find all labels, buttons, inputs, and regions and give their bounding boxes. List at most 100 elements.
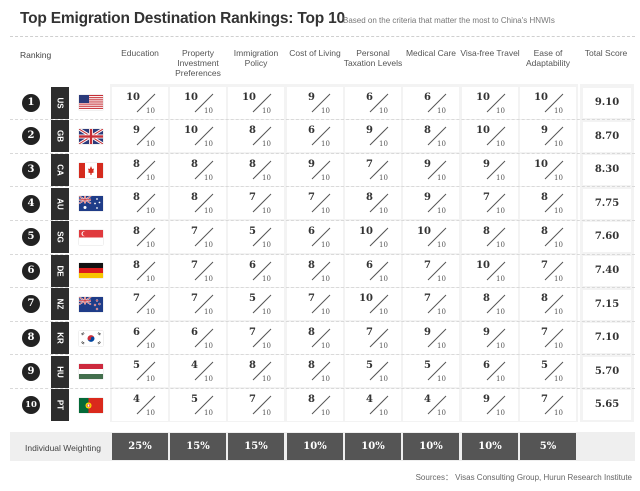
score-denominator: 10: [554, 240, 563, 249]
row-separator: [10, 387, 635, 389]
score-cell: 5 10: [228, 288, 284, 321]
score-value: 8: [541, 225, 548, 237]
score-slash: [369, 395, 389, 415]
score-cell: 8 10: [287, 321, 343, 354]
score-cell: 7 10: [403, 288, 459, 321]
score-cell: 8 10: [287, 388, 343, 421]
country-code-tab: CA: [51, 154, 69, 186]
score-value: 9: [541, 125, 548, 137]
score-value: 6: [308, 125, 315, 137]
column-header: Medical Care: [405, 48, 457, 58]
score-denominator: 10: [262, 341, 271, 350]
score-cell: 7 10: [345, 153, 401, 186]
score-slash: [311, 227, 331, 247]
score-denominator: 10: [496, 408, 505, 417]
score-denominator: 10: [321, 140, 330, 149]
score-cell: 10 10: [462, 86, 518, 119]
score-cell: 9 10: [403, 321, 459, 354]
score-denominator: 10: [379, 408, 388, 417]
score-denominator: 10: [321, 308, 330, 317]
weight-value: 10%: [345, 433, 401, 460]
country-code-tab: KR: [51, 322, 69, 354]
score-cell: 7 10: [287, 288, 343, 321]
score-slash: [486, 93, 506, 112]
score-value: 6: [133, 326, 140, 338]
score-denominator: 10: [554, 308, 563, 317]
weight-value: 10%: [287, 433, 343, 460]
score-cell: 10 10: [520, 86, 576, 119]
score-slash: [544, 193, 564, 213]
score-slash: [311, 261, 331, 280]
score-value: 6: [249, 259, 256, 271]
column-header: Ease of Adaptability: [526, 48, 570, 68]
us-flag-icon: [79, 95, 103, 111]
score-slash: [136, 361, 156, 381]
score-cell: 5 10: [403, 355, 459, 388]
score-denominator: 10: [262, 375, 271, 384]
total-score: 7.60: [583, 222, 631, 253]
score-value: 9: [483, 158, 490, 170]
score-slash: [252, 395, 272, 415]
score-denominator: 10: [496, 240, 505, 249]
score-denominator: 10: [321, 375, 330, 384]
score-slash: [252, 93, 272, 112]
score-slash: [427, 160, 447, 180]
rank-badge: 1: [22, 93, 40, 112]
score-slash: [427, 93, 447, 112]
score-cell: 8 10: [228, 355, 284, 388]
score-cell: 8 10: [345, 187, 401, 220]
score-denominator: 10: [262, 106, 271, 115]
score-denominator: 10: [321, 173, 330, 182]
rank-badge: 3: [22, 161, 40, 179]
score-value: 7: [541, 326, 548, 338]
score-value: 8: [133, 259, 140, 271]
sources-note: Sources： Visas Consulting Group, Hurun R…: [415, 473, 632, 482]
rank-badge: 9: [22, 362, 40, 381]
row-separator: [10, 287, 635, 289]
score-cell: 8 10: [287, 355, 343, 388]
score-value: 4: [424, 393, 431, 405]
score-denominator: 10: [321, 106, 330, 115]
score-denominator: 10: [437, 408, 446, 417]
score-value: 10: [359, 293, 373, 305]
score-slash: [136, 261, 156, 280]
rank-badge: 8: [22, 329, 40, 347]
score-denominator: 10: [146, 408, 155, 417]
score-value: 7: [191, 259, 198, 271]
score-value: 8: [483, 293, 490, 305]
score-value: 7: [191, 225, 198, 237]
score-denominator: 10: [379, 341, 388, 350]
score-slash: [136, 160, 156, 180]
score-denominator: 10: [146, 240, 155, 249]
score-cell: 6 10: [462, 355, 518, 388]
score-slash: [252, 361, 272, 381]
country-code: GB: [55, 130, 65, 143]
rank-badge: 5: [22, 228, 40, 247]
score-denominator: 10: [146, 140, 155, 149]
score-cell: 8 10: [112, 153, 168, 186]
score-value: 6: [366, 259, 373, 271]
country-code-tab: DE: [51, 254, 69, 287]
score-slash: [427, 193, 447, 213]
total-score: 8.30: [583, 155, 631, 186]
score-denominator: 10: [437, 207, 446, 216]
score-cell: 10 10: [520, 153, 576, 186]
score-slash: [486, 294, 506, 314]
score-slash: [194, 126, 214, 146]
score-cell: 10 10: [170, 120, 226, 153]
score-cell: 9 10: [462, 153, 518, 186]
score-slash: [252, 160, 272, 180]
score-slash: [427, 261, 447, 280]
column-header: Cost of Living: [289, 48, 341, 58]
rank-badge: 7: [22, 295, 40, 314]
score-denominator: 10: [496, 375, 505, 384]
score-value: 8: [249, 158, 256, 170]
canada-flag-icon: [79, 162, 103, 178]
score-cell: 5 10: [170, 388, 226, 421]
score-value: 8: [541, 192, 548, 204]
score-cell: 7 10: [345, 321, 401, 354]
score-cell: 7 10: [228, 321, 284, 354]
score-denominator: 10: [262, 207, 271, 216]
singapore-flag-icon: [79, 229, 103, 245]
country-code: DE: [55, 265, 65, 277]
